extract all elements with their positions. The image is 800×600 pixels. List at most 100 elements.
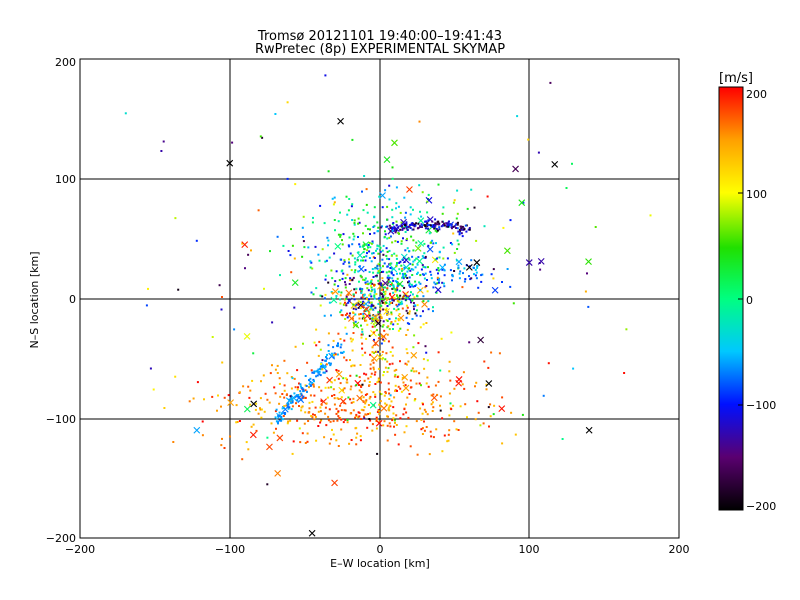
data-point [305, 385, 308, 387]
data-point [457, 266, 460, 269]
data-point [217, 394, 219, 397]
data-point [435, 230, 438, 233]
colorbar-tick-label: −200 [746, 500, 776, 513]
data-point [493, 404, 496, 407]
data-point [406, 277, 409, 279]
data-point [362, 300, 365, 303]
data-point [521, 413, 524, 416]
data-point [411, 367, 414, 370]
data-point [396, 277, 399, 280]
data-point [201, 420, 204, 423]
data-point [359, 439, 362, 442]
data-point [475, 239, 478, 242]
data-point [399, 260, 402, 263]
data-point [378, 350, 381, 353]
data-point [447, 433, 450, 436]
data-point [431, 410, 434, 412]
data-point [387, 278, 390, 281]
data-point [375, 274, 378, 277]
data-point [274, 392, 277, 395]
data-point [384, 302, 387, 305]
x-tick-label: −100 [215, 543, 245, 556]
data-point [425, 322, 428, 324]
data-point [410, 386, 413, 389]
data-point [372, 271, 375, 274]
data-point [386, 250, 389, 253]
data-point [527, 138, 530, 141]
data-point [302, 389, 305, 392]
data-point [380, 282, 382, 285]
data-point [360, 397, 363, 400]
data-point [415, 222, 418, 225]
data-point [411, 318, 414, 320]
data-point [462, 371, 465, 374]
data-point [361, 305, 364, 308]
data-point [377, 282, 380, 285]
data-point [425, 426, 428, 428]
data-point [386, 265, 389, 268]
data-point [339, 404, 342, 407]
data-point [391, 287, 394, 290]
data-point [420, 384, 422, 387]
data-point [332, 356, 335, 359]
data-point [339, 346, 342, 349]
data-point [404, 249, 407, 252]
data-point [416, 304, 419, 307]
data-point [281, 393, 284, 395]
data-point [348, 198, 351, 200]
data-point [308, 379, 310, 382]
data-point [456, 212, 459, 215]
data-point [365, 296, 368, 299]
data-point [264, 392, 267, 395]
data-point [371, 351, 374, 353]
data-point [326, 396, 329, 399]
data-point [422, 323, 425, 326]
data-point [479, 424, 482, 427]
data-point [312, 413, 314, 416]
data-point [370, 295, 373, 298]
data-point [313, 371, 316, 374]
data-point [422, 256, 425, 259]
data-point [450, 223, 453, 226]
data-point [373, 290, 376, 293]
data-point [283, 396, 286, 399]
data-point [393, 419, 396, 422]
data-point [274, 416, 277, 419]
data-point [192, 397, 195, 400]
data-point [399, 387, 402, 390]
data-point [426, 222, 429, 225]
data-point [368, 418, 371, 420]
data-point [441, 417, 444, 420]
data-point [423, 429, 426, 432]
data-point [365, 373, 368, 376]
data-point [399, 272, 401, 275]
data-point [411, 263, 414, 266]
data-point [414, 266, 417, 269]
data-point [331, 277, 334, 280]
data-point [450, 331, 453, 334]
data-point [440, 337, 443, 340]
data-point [274, 410, 277, 413]
data-point [220, 308, 223, 311]
data-point [400, 269, 403, 272]
data-point-x-marker [421, 300, 428, 308]
data-point [384, 230, 386, 233]
data-point [426, 200, 429, 203]
data-point [362, 209, 365, 212]
data-point [447, 225, 450, 228]
data-point-x-marker [391, 139, 398, 147]
data-point [350, 205, 353, 208]
data-point [406, 328, 409, 331]
data-point [512, 302, 515, 305]
data-point [340, 409, 343, 412]
data-point [418, 120, 421, 123]
data-point [426, 279, 428, 281]
data-point-x-marker [291, 279, 299, 287]
data-point [299, 390, 302, 393]
data-point-x-marker [434, 286, 442, 294]
data-point [393, 252, 396, 255]
data-point [542, 394, 545, 397]
data-point [477, 411, 480, 414]
data-point [376, 267, 379, 270]
data-point [368, 282, 371, 285]
